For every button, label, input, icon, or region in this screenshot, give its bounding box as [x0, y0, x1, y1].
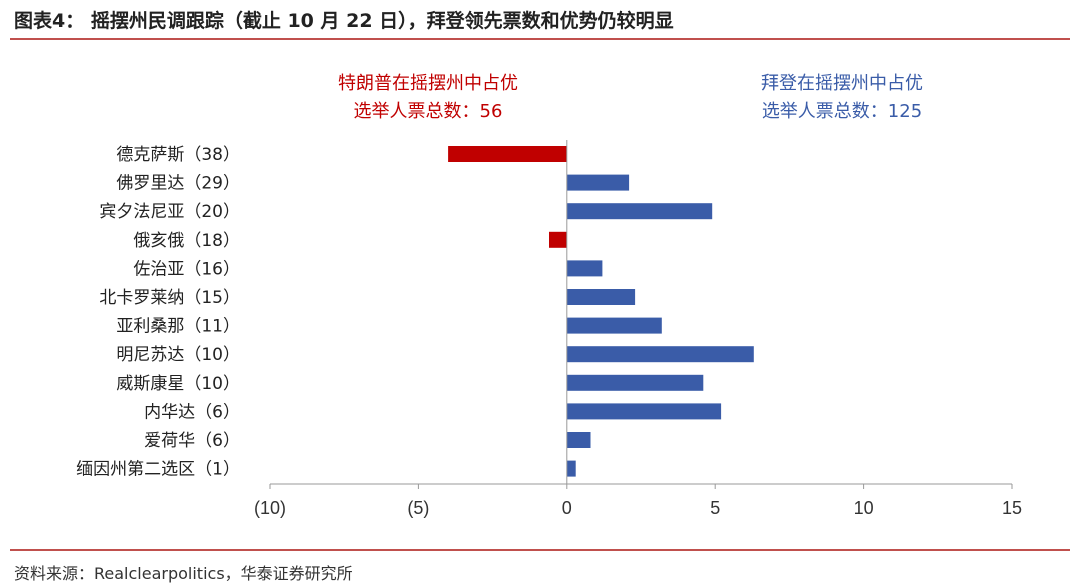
x-tick-label: 10: [854, 498, 874, 518]
category-label: 爱荷华（6）: [144, 431, 240, 451]
category-label: 佐治亚（16）: [133, 259, 240, 279]
bar: [566, 203, 713, 220]
bar: [566, 346, 754, 363]
bar: [549, 231, 567, 248]
x-tick-label: (10): [254, 498, 286, 518]
category-label: 内华达（6）: [144, 402, 240, 422]
bar: [566, 432, 591, 448]
title-divider: [10, 38, 1070, 40]
bar: [566, 174, 630, 191]
category-label: 宾夕法尼亚（20）: [99, 202, 240, 222]
bar: [566, 260, 603, 277]
x-tick-label: 0: [562, 498, 572, 518]
bar: [566, 403, 722, 420]
figure-title: 图表4： 摇摆州民调跟踪（截止 10 月 22 日），拜登领先票数和优势仍较明显: [14, 10, 674, 32]
bar: [448, 146, 567, 162]
trump-annotation-line1: 特朗普在摇摆州中占优: [338, 73, 518, 94]
category-label: 佛罗里达（29）: [116, 174, 240, 194]
category-label: 威斯康星（10）: [116, 374, 240, 394]
category-label: 俄亥俄（18）: [133, 231, 240, 251]
biden-annotation-line2: 选举人票总数：125: [762, 101, 922, 122]
x-tick-label: 15: [1002, 498, 1022, 518]
bar: [566, 289, 636, 305]
bar: [566, 460, 576, 477]
category-label: 明尼苏达（10）: [116, 345, 240, 365]
category-label: 亚利桑那（11）: [116, 317, 240, 337]
x-tick-label: (5): [407, 498, 429, 518]
category-label: 北卡罗莱纳（15）: [99, 288, 240, 308]
category-label: 缅因州第二选区（1）: [76, 460, 240, 480]
bar: [566, 317, 662, 334]
category-label: 德克萨斯（38）: [116, 145, 240, 165]
bar: [566, 374, 704, 391]
bar-chart: 特朗普在摇摆州中占优 选举人票总数：56 拜登在摇摆州中占优 选举人票总数：12…: [76, 73, 1022, 518]
source-note: 资料来源：Realclearpolitics，华泰证券研究所: [14, 564, 353, 583]
footer-divider: [10, 549, 1070, 551]
trump-annotation-line2: 选举人票总数：56: [354, 101, 503, 122]
biden-annotation-line1: 拜登在摇摆州中占优: [761, 73, 923, 94]
x-tick-label: 5: [710, 498, 720, 518]
